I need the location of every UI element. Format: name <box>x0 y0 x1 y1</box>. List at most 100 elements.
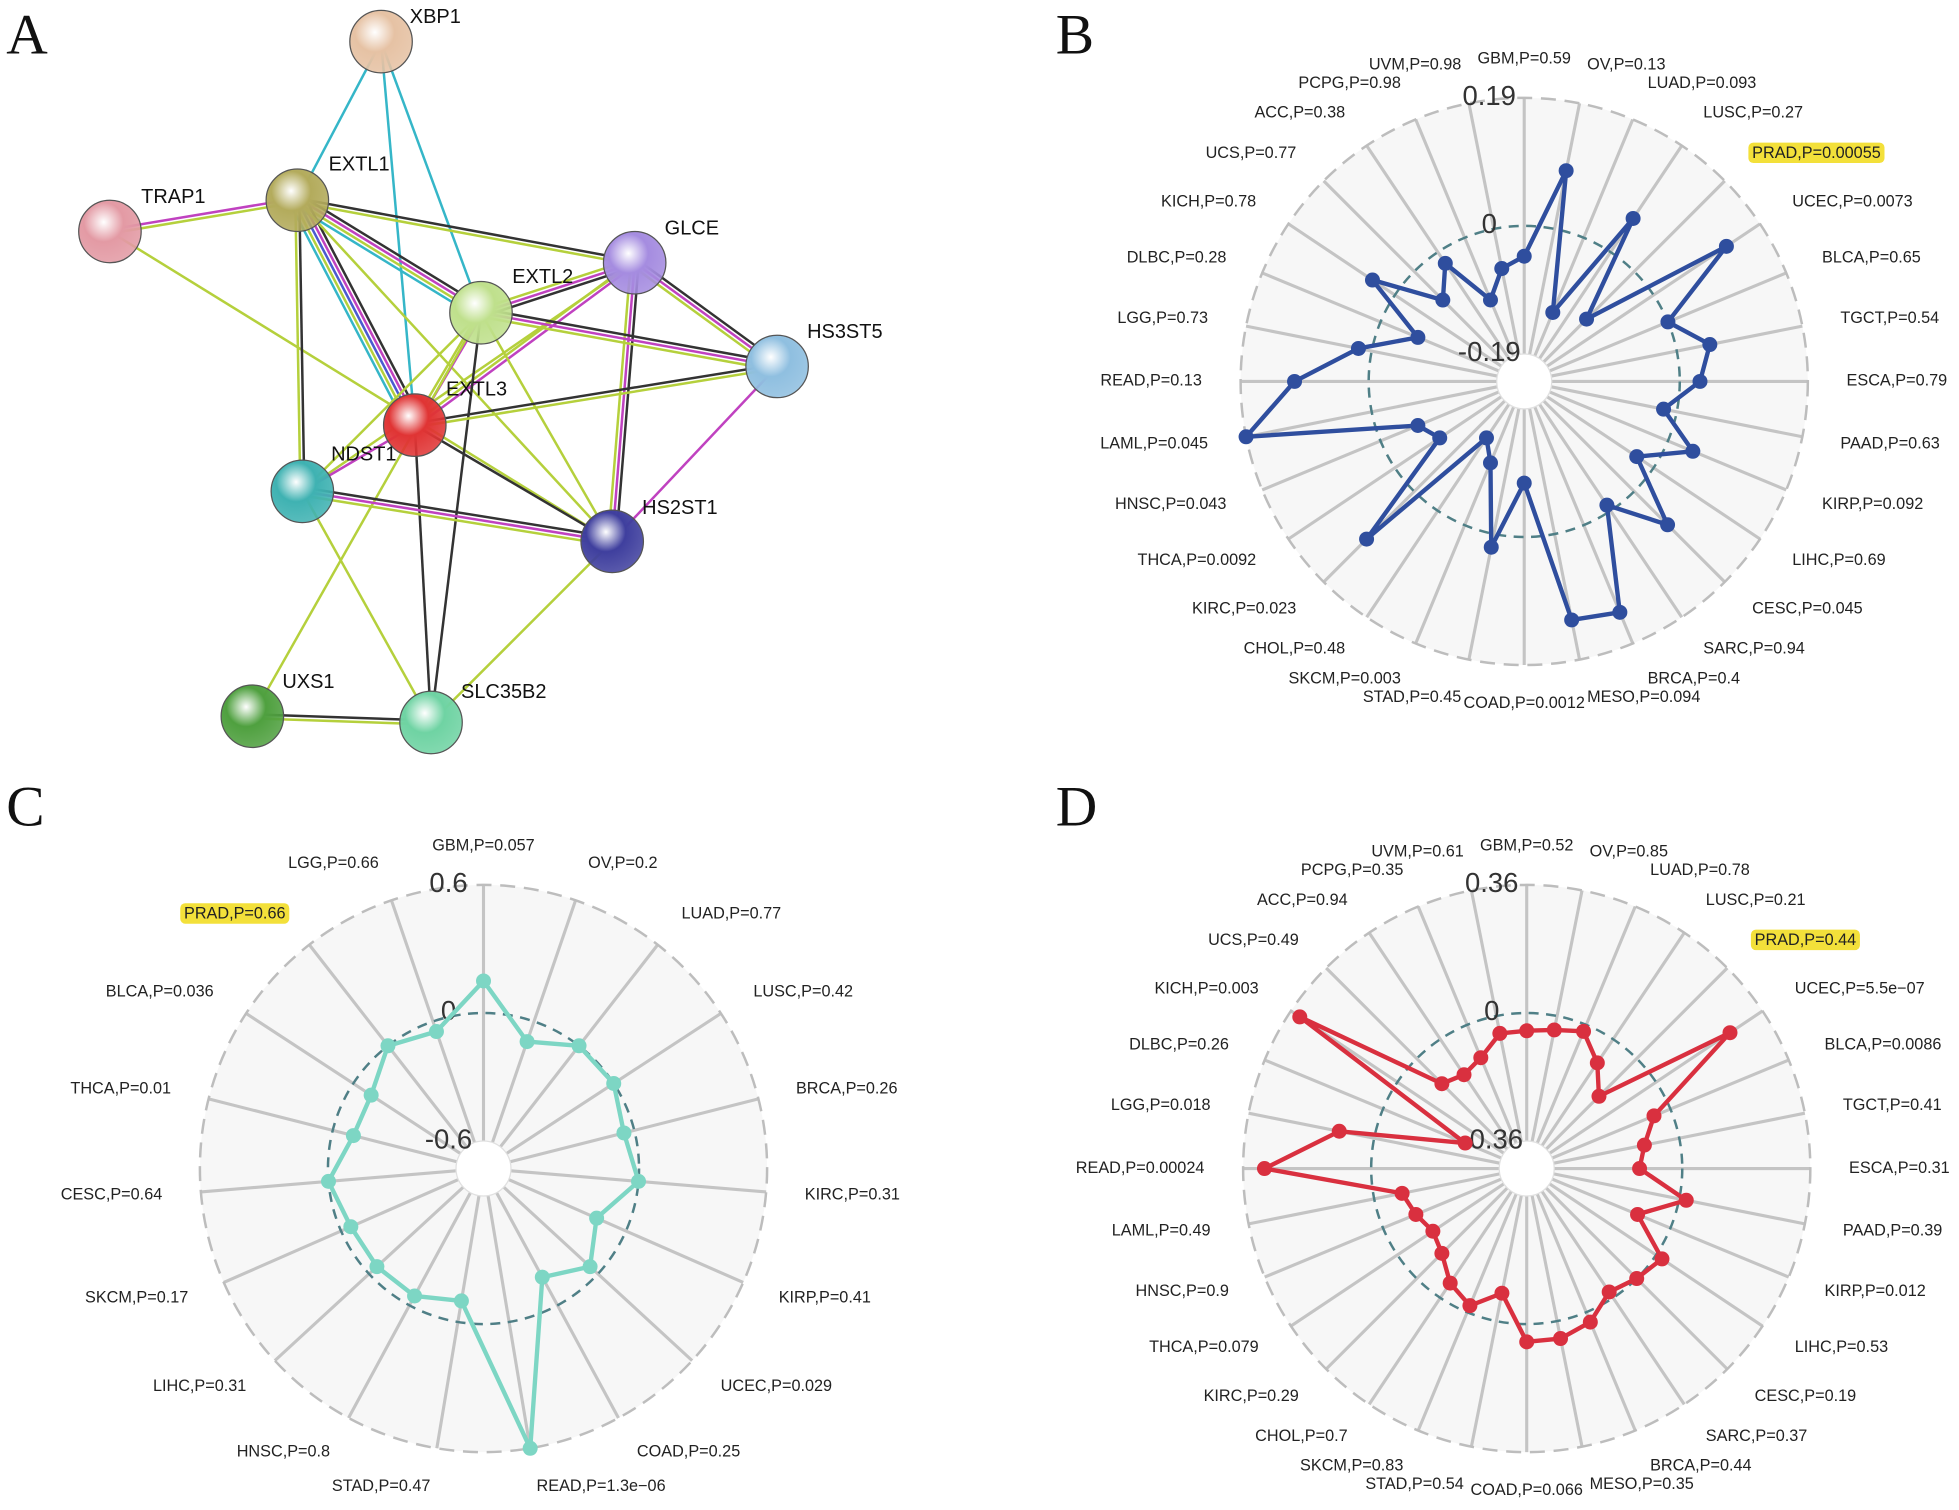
data-point <box>1331 1123 1347 1139</box>
inner-circle <box>1498 1140 1555 1197</box>
category-label: SKCM,P=0.83 <box>1300 1457 1403 1475</box>
category-label: KIRC,P=0.023 <box>1192 600 1296 618</box>
spoke <box>1367 931 1513 1147</box>
inner-circle <box>455 1140 512 1197</box>
category-label: OV,P=0.2 <box>588 854 657 872</box>
edge <box>414 424 613 543</box>
data-point <box>1591 1088 1607 1104</box>
node-label: UXS1 <box>282 671 334 693</box>
category-label: THCA,P=0.01 <box>70 1080 171 1098</box>
data-point <box>1656 401 1672 417</box>
data-point <box>1519 1334 1535 1350</box>
data-point <box>1434 1076 1450 1092</box>
category-label: STAD,P=0.45 <box>1363 688 1462 706</box>
edge <box>297 197 483 313</box>
spoke <box>1542 399 1726 584</box>
node-label: EXTL1 <box>329 154 390 176</box>
data-point <box>571 1038 587 1054</box>
edge <box>610 262 636 542</box>
outer-grid-circle <box>1241 883 1812 1454</box>
edge <box>481 307 779 364</box>
category-label: PAAD,P=0.39 <box>1843 1222 1942 1240</box>
data-point <box>631 1173 647 1189</box>
edge <box>379 41 417 426</box>
radar-chart: -0.6 0 0.6 GBM,P=0.057 OV,P=0.2 LUAD,P=0.77 LU… <box>61 837 900 1495</box>
spoke <box>1245 324 1498 378</box>
data-point <box>1553 1331 1569 1347</box>
category-label: LIHC,P=0.69 <box>1792 551 1885 569</box>
data-point <box>1545 304 1561 320</box>
category-label: UCEC,P=0.029 <box>721 1377 832 1395</box>
edge <box>297 197 636 263</box>
data-point <box>1350 340 1366 356</box>
category-label: READ,P=0.13 <box>1100 372 1202 390</box>
category-label: UCS,P=0.77 <box>1206 144 1297 162</box>
data-point <box>1612 604 1628 620</box>
category-label: LUSC,P=0.21 <box>1706 891 1806 909</box>
data-point <box>1630 1206 1646 1222</box>
zero-grid-circle <box>1367 224 1682 539</box>
category-label: LUAD,P=0.093 <box>1648 74 1757 92</box>
category-label: KIRP,P=0.41 <box>779 1288 871 1306</box>
data-point <box>1435 292 1451 308</box>
data-point <box>1437 255 1453 271</box>
data-point <box>363 1087 379 1103</box>
data-point <box>428 1024 444 1040</box>
edge <box>301 494 612 547</box>
highlight <box>1748 142 1885 164</box>
data-point <box>453 1293 469 1309</box>
category-label: KIRC,P=0.29 <box>1204 1387 1299 1405</box>
category-label: UCEC,P=5.5e−07 <box>1795 980 1925 998</box>
data-point <box>1287 373 1303 389</box>
data-point <box>476 973 491 989</box>
node <box>580 509 645 574</box>
data-point <box>1478 430 1494 446</box>
category-label: ESCA,P=0.31 <box>1849 1159 1950 1177</box>
category-label: COAD,P=0.0012 <box>1464 694 1585 712</box>
category-label: GBM,P=0.52 <box>1480 837 1573 855</box>
data-point <box>380 1038 396 1054</box>
category-label: LIHC,P=0.53 <box>1795 1338 1888 1356</box>
data-point <box>1256 1161 1272 1177</box>
spoke <box>1365 144 1511 360</box>
edge <box>430 540 614 724</box>
spoke <box>1530 890 1584 1142</box>
spoke <box>1469 1195 1523 1447</box>
edge <box>294 200 302 492</box>
category-label: KIRC,P=0.31 <box>805 1185 900 1203</box>
data-point <box>606 1075 622 1091</box>
edges <box>109 41 781 726</box>
data-point <box>1494 261 1510 277</box>
spoke <box>508 1178 744 1284</box>
edge <box>298 200 306 492</box>
data-point <box>320 1173 336 1189</box>
category-label: SKCM,P=0.17 <box>85 1288 188 1306</box>
category-label: BLCA,P=0.036 <box>106 983 214 1001</box>
category-label: LUAD,P=0.78 <box>1650 861 1750 879</box>
node-label: GLCE <box>665 217 719 239</box>
data-point <box>582 1259 598 1275</box>
category-label: DLBC,P=0.26 <box>1129 1035 1229 1053</box>
data-point <box>1636 1137 1652 1153</box>
data-point <box>1359 531 1375 547</box>
data-point <box>1410 417 1426 433</box>
edge <box>614 262 640 542</box>
data-point <box>1457 1135 1473 1151</box>
data-point <box>1685 443 1701 459</box>
data-point <box>1692 373 1708 389</box>
edge <box>292 201 413 428</box>
data-point <box>1394 1185 1410 1201</box>
node-label: EXTL2 <box>512 266 573 288</box>
spoke <box>1545 966 1729 1151</box>
category-label: SKCM,P=0.003 <box>1289 670 1401 688</box>
category-label: MESO,P=0.094 <box>1587 688 1700 706</box>
data-point <box>1483 539 1499 555</box>
category-label: DLBC,P=0.28 <box>1127 248 1227 266</box>
spoke <box>1248 1111 1501 1165</box>
spoke <box>1322 399 1506 584</box>
category-label: MESO,P=0.35 <box>1590 1475 1694 1493</box>
node <box>220 684 285 749</box>
category-label: LUSC,P=0.42 <box>753 983 853 1001</box>
category-label: LAML,P=0.49 <box>1112 1222 1211 1240</box>
